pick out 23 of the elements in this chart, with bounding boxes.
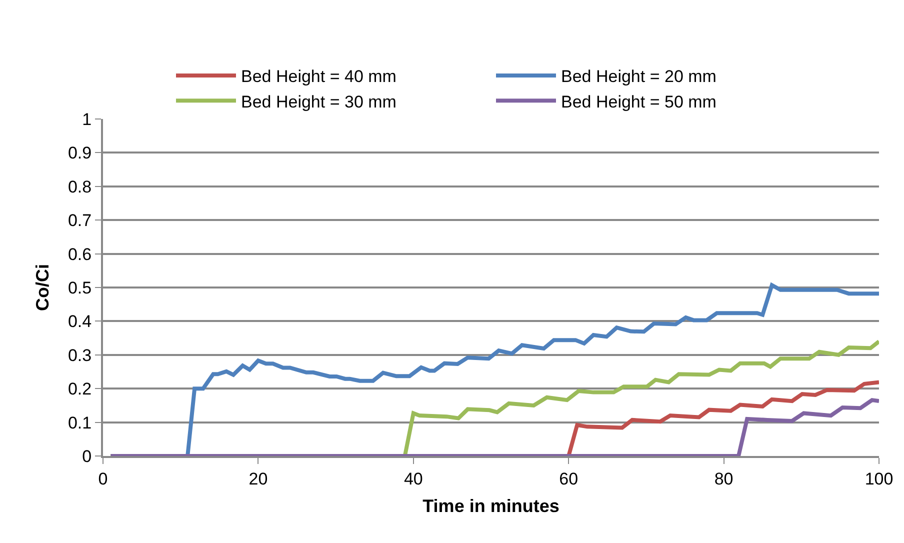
legend-label: Bed Height = 40 mm xyxy=(241,67,396,86)
x-axis-title: Time in minutes xyxy=(422,496,560,516)
y-axis-title: Co/Ci xyxy=(32,264,53,311)
x-tick-label: 0 xyxy=(98,469,108,488)
x-tick-label: 40 xyxy=(404,469,423,488)
legend-label: Bed Height = 50 mm xyxy=(561,92,716,112)
y-tick-label: 0.7 xyxy=(68,211,92,230)
y-tick-label: 0.4 xyxy=(68,312,92,332)
legend-label: Bed Height = 20 mm xyxy=(561,67,716,86)
legend-label: Bed Height = 30 mm xyxy=(241,92,396,112)
y-tick-label: 0 xyxy=(82,446,92,466)
x-tick-label: 100 xyxy=(864,469,894,488)
x-tick-label: 80 xyxy=(714,469,734,488)
y-tick-label: 1 xyxy=(82,110,92,129)
y-tick-label: 0.5 xyxy=(68,278,92,298)
y-tick-label: 0.6 xyxy=(68,244,92,264)
y-tick-label: 0.1 xyxy=(68,413,92,432)
y-tick-label: 0.3 xyxy=(68,346,92,365)
x-tick-label: 20 xyxy=(248,469,268,488)
y-tick-label: 0.9 xyxy=(68,144,92,163)
y-tick-label: 0.8 xyxy=(68,177,92,196)
x-tick-label: 60 xyxy=(559,469,578,488)
y-tick-label: 0.2 xyxy=(68,380,92,399)
